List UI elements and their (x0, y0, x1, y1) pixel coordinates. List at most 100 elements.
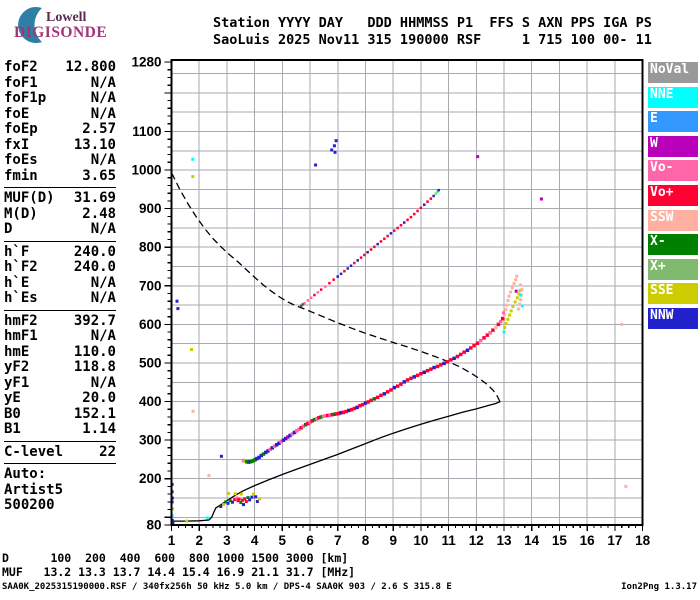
param-label: M(D) (4, 205, 38, 222)
echo-point (334, 139, 338, 143)
echo-point (355, 405, 359, 410)
x-tick-label: 12 (469, 533, 484, 548)
echo-point (323, 414, 328, 418)
echo-point (330, 412, 334, 417)
x-tick-label: 1 (168, 533, 176, 548)
param-row-Clevel: C-level 22 (4, 444, 116, 461)
legend-item-X: X+ (648, 258, 698, 280)
echo-point (228, 499, 232, 503)
param-value: 13.10 (73, 136, 116, 153)
echo-point (363, 401, 368, 405)
param-value: N/A (90, 221, 116, 237)
param-row-hmE: hmE 110.0 (4, 344, 116, 361)
param-label: Auto: (4, 466, 47, 482)
y-tick-label: 800 (139, 240, 162, 255)
echo-point (344, 409, 348, 414)
echo-point (389, 232, 393, 235)
param-label: h`Es (4, 290, 38, 306)
echo-point (363, 253, 366, 257)
echo-point (520, 304, 524, 308)
echo-point (402, 380, 406, 384)
status-bar: SAA0K_2025315190000.RSF / 340fx256h 50 k… (2, 582, 697, 592)
echo-point (243, 497, 247, 501)
echo-point (347, 408, 351, 413)
x-tick-label: 5 (279, 533, 287, 548)
echo-point (512, 282, 516, 285)
param-row-yF2: yF2 118.8 (4, 359, 116, 376)
echo-point (445, 360, 450, 364)
echo-point (393, 229, 396, 232)
echo-point (515, 296, 519, 300)
param-label: MUF(D) (4, 190, 55, 206)
echo-point (219, 454, 223, 458)
echo-point (503, 326, 507, 329)
legend-item-Vo: Vo+ (648, 184, 698, 206)
param-value: 12.800 (65, 59, 116, 75)
header-station-values: SaoLuis 2025 Nov11 315 190000 RSF 1 715 … (213, 31, 652, 48)
x-tick-label: 13 (496, 533, 512, 548)
param-row-Artist5: Artist5 (4, 482, 116, 499)
echo-point (372, 397, 377, 401)
echo-point (237, 497, 241, 501)
echo-point (295, 429, 299, 433)
param-row-yF1: yF1 N/A (4, 375, 116, 392)
echo-point (519, 293, 523, 297)
echo-point (518, 288, 522, 292)
y-tick-label: 1100 (132, 124, 161, 139)
param-row-foEs: foEs N/A (4, 152, 116, 169)
echo-point (442, 361, 446, 366)
echo-point (517, 292, 521, 296)
y-tick-label: 300 (139, 433, 162, 448)
echo-point (485, 333, 490, 337)
echo-point (303, 301, 306, 305)
divider (4, 187, 116, 188)
echo-point (349, 264, 353, 267)
echo-point (359, 256, 363, 259)
topside-profile-dashed-curve (171, 173, 501, 402)
echo-point (240, 498, 244, 502)
param-row-foF1: foF1 N/A (4, 75, 116, 92)
legend-item-NNW: NNW (648, 307, 698, 329)
echo-point (423, 203, 426, 206)
station-header: Station YYYY DAY DDD HHMMSS P1 FFS S AXN… (213, 15, 652, 48)
echo-point (319, 288, 323, 291)
echo-point (509, 290, 513, 294)
param-label: h`F2 (4, 259, 38, 275)
echo-point (339, 272, 343, 276)
echo-point (250, 495, 254, 499)
param-row-hF2: h`F2 240.0 (4, 259, 116, 276)
param-row-yE: yE 20.0 (4, 390, 116, 407)
legend-item-SSW: SSW (648, 209, 698, 231)
param-label: foF2 (4, 59, 38, 75)
grid (171, 60, 643, 525)
direction-legend: NoVal NNE E W Vo- Vo+ SSW X- X+ SSE NNW (648, 62, 698, 333)
echo-point (432, 365, 436, 370)
y-tick-label: 80 (146, 518, 161, 533)
echo-point (472, 343, 476, 348)
param-value: 2.48 (82, 205, 116, 222)
echo-point (436, 190, 439, 193)
param-value: N/A (90, 328, 116, 344)
muf-values-row: MUF 13.2 13.3 13.7 14.4 15.4 16.9 21.1 3… (2, 565, 356, 579)
param-value: 152.1 (73, 405, 116, 422)
y-tick-label: 400 (139, 394, 162, 409)
echo-point (624, 484, 628, 488)
echo-point (222, 503, 226, 507)
muf-distance-row: D 100 200 400 600 800 1000 1500 3000 [km… (2, 551, 349, 565)
echo-point (224, 500, 228, 504)
echo-point (506, 317, 510, 321)
echo-point (389, 388, 393, 392)
echo-point (503, 313, 507, 317)
echo-point (191, 175, 195, 179)
param-row-fmin: fmin 3.65 (4, 168, 116, 185)
echo-point (392, 385, 396, 390)
x-tick-label: 9 (389, 533, 397, 548)
echo-point (422, 370, 426, 374)
echo-point (413, 212, 416, 216)
echo-point (264, 450, 268, 455)
legend-item-X: X- (648, 234, 698, 256)
echo-point (419, 372, 423, 376)
plot-border (170, 59, 644, 526)
lowell-digisonde-logo: Lowell DIGISONDE (6, 2, 126, 46)
isolated-echoes (175, 139, 628, 488)
